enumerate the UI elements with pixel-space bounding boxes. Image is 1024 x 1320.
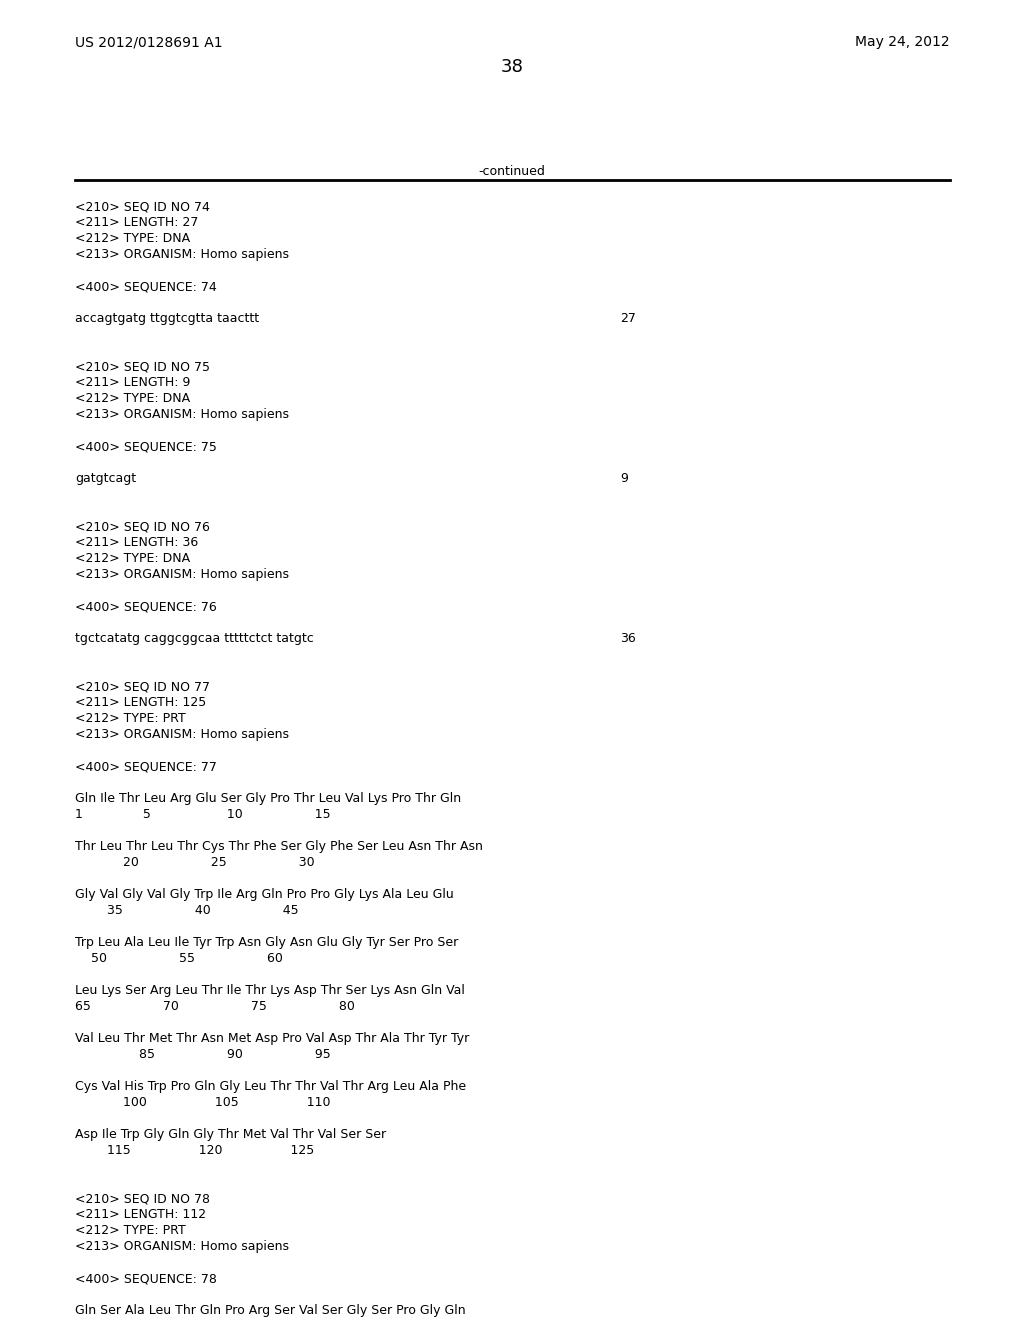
Text: <210> SEQ ID NO 76: <210> SEQ ID NO 76 [75, 520, 210, 533]
Text: 38: 38 [501, 58, 523, 77]
Text: <400> SEQUENCE: 77: <400> SEQUENCE: 77 [75, 760, 217, 774]
Text: <211> LENGTH: 125: <211> LENGTH: 125 [75, 696, 206, 709]
Text: <210> SEQ ID NO 77: <210> SEQ ID NO 77 [75, 680, 210, 693]
Text: 20                  25                  30: 20 25 30 [75, 855, 314, 869]
Text: <211> LENGTH: 27: <211> LENGTH: 27 [75, 216, 199, 228]
Text: <213> ORGANISM: Homo sapiens: <213> ORGANISM: Homo sapiens [75, 1239, 289, 1253]
Text: gatgtcagt: gatgtcagt [75, 473, 136, 484]
Text: <213> ORGANISM: Homo sapiens: <213> ORGANISM: Homo sapiens [75, 408, 289, 421]
Text: 100                 105                 110: 100 105 110 [75, 1096, 331, 1109]
Text: 85                  90                  95: 85 90 95 [75, 1048, 331, 1061]
Text: 1               5                   10                  15: 1 5 10 15 [75, 808, 331, 821]
Text: 27: 27 [620, 312, 636, 325]
Text: 36: 36 [620, 632, 636, 645]
Text: tgctcatatg caggcggcaa tttttctct tatgtc: tgctcatatg caggcggcaa tttttctct tatgtc [75, 632, 313, 645]
Text: Gln Ser Ala Leu Thr Gln Pro Arg Ser Val Ser Gly Ser Pro Gly Gln: Gln Ser Ala Leu Thr Gln Pro Arg Ser Val … [75, 1304, 466, 1317]
Text: <210> SEQ ID NO 75: <210> SEQ ID NO 75 [75, 360, 210, 374]
Text: <400> SEQUENCE: 74: <400> SEQUENCE: 74 [75, 280, 217, 293]
Text: <210> SEQ ID NO 74: <210> SEQ ID NO 74 [75, 201, 210, 213]
Text: Leu Lys Ser Arg Leu Thr Ile Thr Lys Asp Thr Ser Lys Asn Gln Val: Leu Lys Ser Arg Leu Thr Ile Thr Lys Asp … [75, 983, 465, 997]
Text: -continued: -continued [478, 165, 546, 178]
Text: <400> SEQUENCE: 78: <400> SEQUENCE: 78 [75, 1272, 217, 1284]
Text: Gly Val Gly Val Gly Trp Ile Arg Gln Pro Pro Gly Lys Ala Leu Glu: Gly Val Gly Val Gly Trp Ile Arg Gln Pro … [75, 888, 454, 902]
Text: Trp Leu Ala Leu Ile Tyr Trp Asn Gly Asn Glu Gly Tyr Ser Pro Ser: Trp Leu Ala Leu Ile Tyr Trp Asn Gly Asn … [75, 936, 459, 949]
Text: 115                 120                 125: 115 120 125 [75, 1144, 314, 1158]
Text: <400> SEQUENCE: 75: <400> SEQUENCE: 75 [75, 440, 217, 453]
Text: 65                  70                  75                  80: 65 70 75 80 [75, 1001, 355, 1012]
Text: 50                  55                  60: 50 55 60 [75, 952, 283, 965]
Text: 9: 9 [620, 473, 628, 484]
Text: <400> SEQUENCE: 76: <400> SEQUENCE: 76 [75, 601, 217, 612]
Text: <213> ORGANISM: Homo sapiens: <213> ORGANISM: Homo sapiens [75, 568, 289, 581]
Text: <212> TYPE: DNA: <212> TYPE: DNA [75, 232, 190, 246]
Text: 35                  40                  45: 35 40 45 [75, 904, 299, 917]
Text: <210> SEQ ID NO 78: <210> SEQ ID NO 78 [75, 1192, 210, 1205]
Text: <211> LENGTH: 112: <211> LENGTH: 112 [75, 1208, 206, 1221]
Text: Thr Leu Thr Leu Thr Cys Thr Phe Ser Gly Phe Ser Leu Asn Thr Asn: Thr Leu Thr Leu Thr Cys Thr Phe Ser Gly … [75, 840, 483, 853]
Text: <213> ORGANISM: Homo sapiens: <213> ORGANISM: Homo sapiens [75, 248, 289, 261]
Text: Cys Val His Trp Pro Gln Gly Leu Thr Thr Val Thr Arg Leu Ala Phe: Cys Val His Trp Pro Gln Gly Leu Thr Thr … [75, 1080, 466, 1093]
Text: <212> TYPE: PRT: <212> TYPE: PRT [75, 1224, 185, 1237]
Text: <211> LENGTH: 36: <211> LENGTH: 36 [75, 536, 199, 549]
Text: US 2012/0128691 A1: US 2012/0128691 A1 [75, 36, 222, 49]
Text: Gln Ile Thr Leu Arg Glu Ser Gly Pro Thr Leu Val Lys Pro Thr Gln: Gln Ile Thr Leu Arg Glu Ser Gly Pro Thr … [75, 792, 461, 805]
Text: <212> TYPE: PRT: <212> TYPE: PRT [75, 711, 185, 725]
Text: <212> TYPE: DNA: <212> TYPE: DNA [75, 392, 190, 405]
Text: Val Leu Thr Met Thr Asn Met Asp Pro Val Asp Thr Ala Thr Tyr Tyr: Val Leu Thr Met Thr Asn Met Asp Pro Val … [75, 1032, 469, 1045]
Text: May 24, 2012: May 24, 2012 [855, 36, 950, 49]
Text: accagtgatg ttggtcgtta taacttt: accagtgatg ttggtcgtta taacttt [75, 312, 259, 325]
Text: <211> LENGTH: 9: <211> LENGTH: 9 [75, 376, 190, 389]
Text: Asp Ile Trp Gly Gln Gly Thr Met Val Thr Val Ser Ser: Asp Ile Trp Gly Gln Gly Thr Met Val Thr … [75, 1129, 386, 1140]
Text: <213> ORGANISM: Homo sapiens: <213> ORGANISM: Homo sapiens [75, 729, 289, 741]
Text: <212> TYPE: DNA: <212> TYPE: DNA [75, 552, 190, 565]
